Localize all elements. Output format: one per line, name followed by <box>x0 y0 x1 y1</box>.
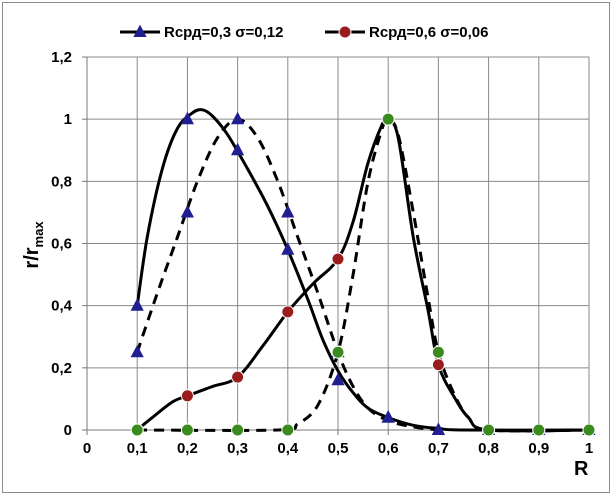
series-line-4 <box>137 116 590 433</box>
legend-label: Rсрд=0,3 σ=0,12 <box>164 24 283 41</box>
x-tick-label: 0,2 <box>177 440 198 457</box>
series-lines <box>135 108 591 433</box>
y-tick-label: 1,2 <box>51 49 72 66</box>
y-axis-label: r/rmax <box>21 221 46 269</box>
x-tick-label: 0,7 <box>428 440 449 457</box>
legend-marker <box>338 25 352 39</box>
data-point-series-2 <box>381 410 395 423</box>
data-point-series-4 <box>231 423 245 437</box>
data-point-series-4 <box>532 423 546 437</box>
data-point-series-1 <box>180 111 194 125</box>
data-point-series-1 <box>130 298 144 311</box>
data-point-series-3 <box>281 305 295 319</box>
data-point-series-2 <box>281 205 295 218</box>
x-tick-label: 0,4 <box>277 440 299 457</box>
series-markers <box>130 111 596 437</box>
x-tick-label: 0,6 <box>378 440 399 457</box>
data-point-series-2 <box>180 205 194 218</box>
data-point-series-4 <box>431 345 445 359</box>
legend: Rсрд=0,3 σ=0,12 Rсрд=0,6 σ=0,06 <box>120 24 488 41</box>
data-point-series-3 <box>231 370 245 384</box>
x-tick-label: 0,3 <box>227 440 248 457</box>
x-tick-label: 0,5 <box>328 440 349 457</box>
data-point-series-2 <box>231 111 245 125</box>
legend-label: Rсрд=0,6 σ=0,06 <box>369 24 488 41</box>
data-point-series-4 <box>381 112 395 126</box>
data-point-series-3 <box>180 389 194 403</box>
series-line-3 <box>135 115 591 433</box>
chart-frame <box>2 2 610 493</box>
data-point-series-4 <box>582 423 596 437</box>
y-tick-labels: 0 0,2 0,4 0,6 0,8 1 1,2 <box>51 49 73 439</box>
data-point-series-1 <box>281 242 295 255</box>
y-tick-label: 0,6 <box>51 236 72 253</box>
data-point-series-3 <box>431 358 445 372</box>
y-axis-label-main: r/r <box>21 247 43 268</box>
data-point-series-4 <box>130 423 144 437</box>
x-tick-label: 1 <box>585 440 593 457</box>
y-tick-label: 0,2 <box>51 360 72 377</box>
y-tick-label: 0 <box>64 422 72 439</box>
y-tick-label: 0,4 <box>51 298 73 315</box>
data-point-series-1 <box>231 142 245 156</box>
data-point-series-2 <box>130 344 144 358</box>
y-tick-label: 1 <box>64 111 72 128</box>
data-point-series-1 <box>331 372 345 386</box>
data-point-series-4 <box>281 423 295 437</box>
y-axis-label-sub: max <box>31 221 46 248</box>
data-point-series-4 <box>482 423 496 437</box>
x-tick-label: 0,9 <box>528 440 549 457</box>
x-tick-label: 0,1 <box>127 440 148 457</box>
x-tick-label: 0,8 <box>478 440 499 457</box>
x-axis-label: R <box>574 458 589 480</box>
data-point-series-4 <box>331 345 345 359</box>
series-line-1 <box>135 108 591 432</box>
data-point-series-4 <box>180 423 194 437</box>
x-tick-label: 0 <box>83 440 91 457</box>
data-point-series-3 <box>331 252 345 266</box>
x-tick-labels: 0 0,1 0,2 0,3 0,4 0,5 0,6 0,7 0,8 0,9 1 <box>83 440 593 457</box>
data-point-series-2 <box>431 422 445 435</box>
legend-marker <box>133 24 147 37</box>
y-tick-label: 0,8 <box>51 173 72 190</box>
